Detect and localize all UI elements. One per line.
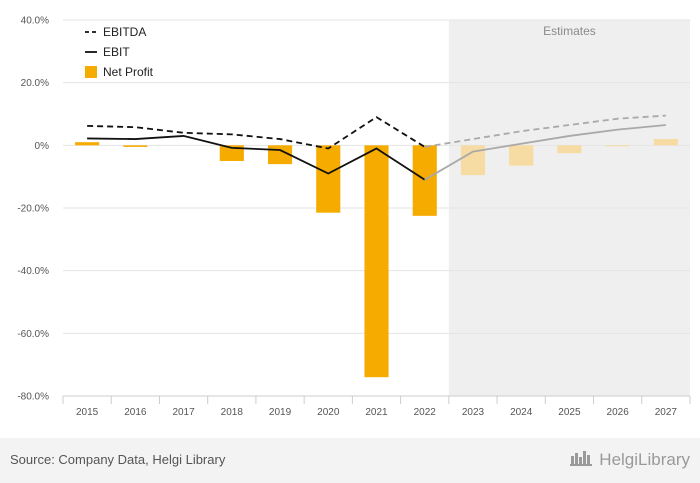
library-logo-icon xyxy=(570,448,594,471)
net-profit-bar xyxy=(123,145,148,147)
legend: EBITDA EBIT Net Profit xyxy=(85,25,154,79)
brand-name: HelgiLibrary xyxy=(599,449,690,469)
net-profit-bar xyxy=(653,139,678,146)
x-tick-label: 2022 xyxy=(414,407,437,418)
y-tick-label: 0% xyxy=(35,141,50,152)
footer: Source: Company Data, Helgi Library Helg… xyxy=(0,438,700,483)
net-profit-bar xyxy=(557,145,582,154)
x-tick-label: 2023 xyxy=(462,407,485,418)
legend-ebitda-label: EBITDA xyxy=(103,25,146,39)
axes: 40.0% 20.0% 0% -20.0% -40.0% -60.0% -80.0% 2015… xyxy=(17,16,691,418)
brand: HelgiLibrary xyxy=(570,448,690,471)
net-profit-bar xyxy=(509,145,534,166)
net-profit-bar xyxy=(364,145,389,378)
x-tick-label: 2027 xyxy=(655,407,678,418)
x-tick-label: 2018 xyxy=(221,407,244,418)
ebitda-estimate-line xyxy=(424,114,666,148)
source-text: Source: Company Data, Helgi Library xyxy=(10,452,226,467)
y-tick-label: 40.0% xyxy=(21,16,49,27)
y-tick-label: 20.0% xyxy=(21,78,49,89)
y-tick-label: -40.0% xyxy=(17,266,49,277)
x-tick-label: 2025 xyxy=(558,407,581,418)
net-profit-bar xyxy=(605,145,630,147)
x-tick-label: 2026 xyxy=(607,407,630,418)
x-tick-label: 2017 xyxy=(172,407,195,418)
y-tick-label: -60.0% xyxy=(17,329,49,340)
ebitda-line xyxy=(87,116,426,150)
x-tick-label: 2015 xyxy=(76,407,99,418)
net-profit-bar xyxy=(316,145,341,213)
x-tick-label: 2024 xyxy=(510,407,533,418)
x-tick-label: 2020 xyxy=(317,407,340,418)
net-profit-bar xyxy=(219,145,244,161)
line-series xyxy=(87,114,666,181)
y-tick-label: -20.0% xyxy=(17,204,49,215)
net-profit-bar xyxy=(75,142,100,146)
net-profit-bar xyxy=(412,145,437,216)
legend-net-profit-label: Net Profit xyxy=(103,65,154,79)
x-tick-label: 2019 xyxy=(269,407,292,418)
x-tick-label: 2021 xyxy=(365,407,388,418)
x-tick-label: 2016 xyxy=(124,407,147,418)
y-tick-label: -80.0% xyxy=(17,392,49,403)
legend-net-profit-marker xyxy=(85,66,97,78)
chart: Estimates 40.0% 20.0% 0% -20.0% -40.0% -60.0%… xyxy=(17,16,691,418)
net-profit-bars xyxy=(75,139,678,378)
estimates-label: Estimates xyxy=(543,24,596,38)
legend-ebit-label: EBIT xyxy=(103,45,130,59)
ebit-line xyxy=(87,135,426,181)
ebit-estimate-line xyxy=(424,124,666,181)
